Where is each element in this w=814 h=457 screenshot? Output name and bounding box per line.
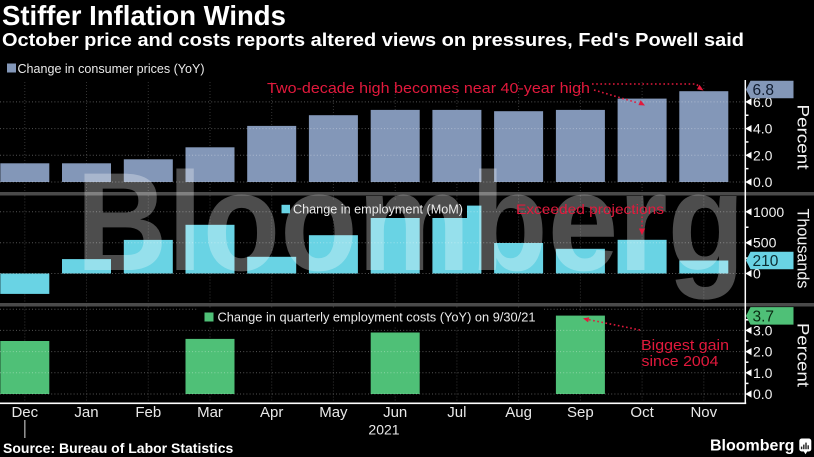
svg-text:Oct: Oct (630, 404, 654, 421)
svg-text:Thousands: Thousands (794, 209, 813, 289)
svg-text:Apr: Apr (260, 404, 283, 421)
svg-text:Percent: Percent (794, 323, 813, 387)
svg-text:May: May (319, 404, 348, 421)
svg-text:Exceeded projections: Exceeded projections (516, 201, 664, 217)
svg-text:since 2004: since 2004 (642, 354, 719, 370)
svg-text:2.0: 2.0 (753, 344, 773, 360)
svg-text:Change in consumer prices (YoY: Change in consumer prices (YoY) (18, 61, 205, 76)
svg-text:0: 0 (753, 266, 761, 282)
svg-text:October price and costs report: October price and costs reports altered … (2, 29, 744, 50)
svg-text:Nov: Nov (690, 404, 717, 421)
svg-text:Sep: Sep (567, 404, 594, 421)
svg-text:Feb: Feb (135, 404, 161, 421)
svg-text:3.7: 3.7 (753, 308, 775, 325)
svg-text:0.0: 0.0 (753, 174, 773, 190)
svg-text:Two-decade high becomes near 4: Two-decade high becomes near 40-year hig… (267, 81, 590, 97)
svg-text:500: 500 (753, 235, 777, 251)
svg-text:Jul: Jul (447, 404, 466, 421)
svg-text:Biggest gain: Biggest gain (641, 338, 729, 354)
svg-text:2.0: 2.0 (753, 147, 773, 163)
svg-text:0.0: 0.0 (753, 386, 773, 402)
svg-text:Change in quarterly employment: Change in quarterly employment costs (Yo… (218, 310, 536, 324)
svg-text:Jun: Jun (383, 404, 407, 421)
svg-text:Bloomberg: Bloomberg (76, 143, 745, 300)
svg-text:Source: Bureau of Labor Statis: Source: Bureau of Labor Statistics (3, 440, 233, 456)
svg-text:4.0: 4.0 (753, 121, 773, 137)
svg-text:3.0: 3.0 (753, 322, 773, 338)
svg-text:210: 210 (753, 253, 779, 270)
svg-text:Change in employment (MoM): Change in employment (MoM) (293, 203, 463, 217)
svg-text:1000: 1000 (753, 204, 784, 220)
svg-text:Aug: Aug (505, 404, 532, 421)
svg-text:Bloomberg: Bloomberg (710, 438, 794, 455)
svg-text:Mar: Mar (197, 404, 223, 421)
svg-text:Jan: Jan (74, 404, 98, 421)
svg-text:1.0: 1.0 (753, 365, 773, 381)
svg-text:2021: 2021 (368, 422, 399, 438)
svg-text:Stiffer Inflation Winds: Stiffer Inflation Winds (2, 0, 286, 31)
svg-text:Dec: Dec (11, 404, 38, 421)
svg-text:6.8: 6.8 (753, 82, 775, 99)
svg-text:Percent: Percent (794, 105, 813, 170)
